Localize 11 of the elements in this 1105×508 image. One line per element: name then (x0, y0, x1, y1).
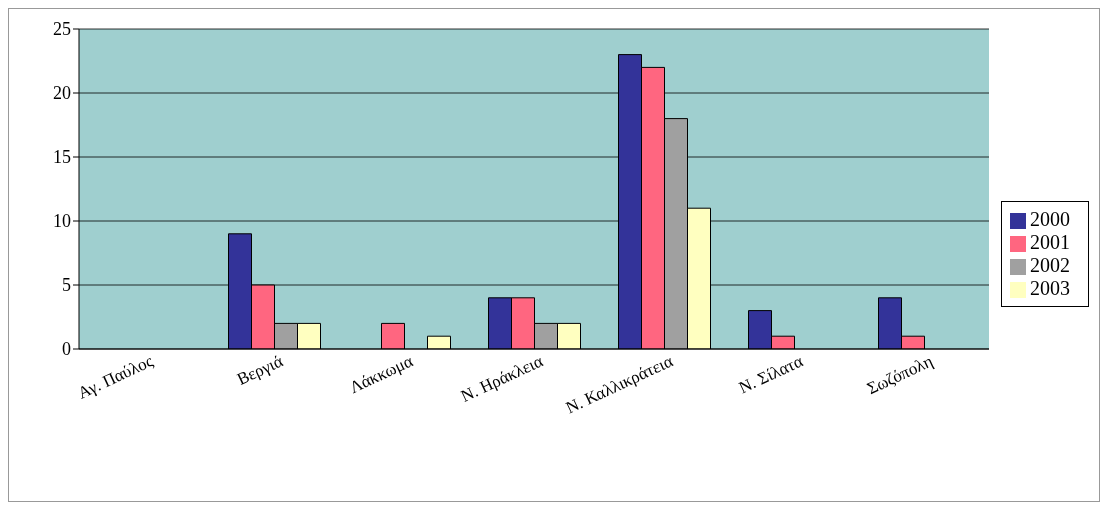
legend-label: 2000 (1030, 208, 1070, 230)
legend-label: 2001 (1030, 231, 1070, 253)
y-tick-label: 25 (53, 19, 71, 40)
y-tick-label: 5 (62, 275, 71, 296)
x-tick-label: Ν. Σίλατα (735, 351, 806, 398)
y-tick-label: 15 (53, 147, 71, 168)
legend-label: 2002 (1030, 254, 1070, 276)
legend-label: 2003 (1030, 277, 1070, 299)
y-tick-label: 20 (53, 83, 71, 104)
y-tick-label: 10 (53, 211, 71, 232)
y-tick-label: 0 (62, 339, 71, 360)
